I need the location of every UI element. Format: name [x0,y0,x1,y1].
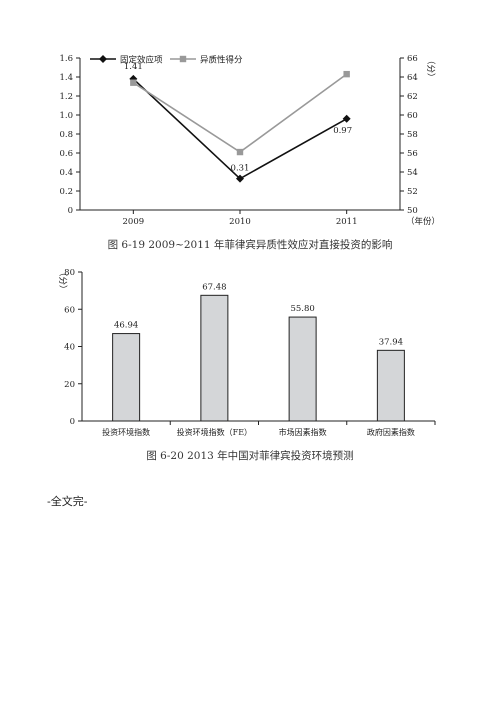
y-tick-label: 20 [64,380,75,390]
bar-value-label: 55.80 [290,304,314,314]
right-y-tick-label: 56 [407,149,418,159]
data-label: 1.41 [124,62,143,72]
bar-value-label: 67.48 [202,282,226,292]
left-y-tick-label: 0.6 [59,149,73,159]
right-y-tick-label: 62 [407,92,418,102]
x-tick-label: 2009 [123,217,145,227]
left-y-tick-label: 0.4 [59,168,73,178]
y-tick-label: 60 [64,305,75,315]
bar [288,316,317,422]
left-y-tick-label: 1.0 [59,111,73,121]
data-point-marker-square [343,70,350,78]
right-y-unit-label: （分） [425,56,436,82]
legend-marker-square [179,55,187,63]
bar [112,333,141,422]
left-y-tick-label: 1.6 [59,54,73,64]
data-label: 0.97 [333,126,352,136]
data-point-marker-square [130,79,137,86]
x-unit-label: （年份） [406,216,440,227]
left-y-tick-label: 0 [68,206,73,216]
x-tick-label: 2010 [229,217,251,227]
x-category-label: 投资环境指数（FE） [177,427,252,437]
bar-value-label: 46.94 [114,321,138,331]
figure-caption-6-19: 图 6-19 2009~2011 年菲律宾异质性效应对直接投资的影响 [107,239,393,251]
chart-investment-environment-forecast: 0 20 40 60 80（分） 46.94 投资环境指数 67.48 投资环境指数（FE） 55… [57,268,436,437]
bar-value-label: 37.94 [379,337,403,347]
bar [376,349,405,422]
left-y-tick-label: 0.2 [59,187,73,197]
right-y-tick-label: 64 [407,73,418,83]
data-label: 0.31 [231,164,250,174]
right-y-tick-label: 66 [407,54,418,64]
x-tick-label: 2011 [336,217,358,227]
right-y-tick-label: 52 [407,187,418,197]
right-y-tick-label: 54 [407,168,418,178]
data-point-marker-diamond [342,114,351,123]
y-tick-label: 80 [64,268,75,278]
figure-caption-6-20: 图 6-20 2013 年中国对菲律宾投资环境预测 [146,450,354,462]
data-point-marker-square [236,148,244,156]
right-y-tick-label: 60 [407,111,418,121]
chart-fixed-effect-vs-heterogeneity: 0 0.2 0.4 0.6 0.8 1.0 1.2 1.4 1.6 50 52 54 56 58 60 62 6… [59,54,440,227]
y-tick-label: 0 [70,417,75,427]
bar [200,294,229,422]
right-y-tick-label: 50 [407,206,418,216]
x-category-label: 投资环境指数 [102,427,150,437]
legend-entry: 固定效应项 [120,55,163,66]
y-tick-label: 40 [64,343,75,353]
y-unit-label: （分） [57,268,68,294]
legend-marker-diamond [99,55,107,63]
x-category-label: 市场因素指数 [279,427,327,437]
data-point-marker-diamond [236,174,244,183]
left-y-tick-label: 1.4 [59,73,73,83]
series-line-heterogeneity [132,73,348,154]
left-y-tick-label: 0.8 [59,130,73,140]
right-y-tick-label: 58 [407,130,418,140]
end-of-text-mark: -全文完- [47,495,88,508]
left-y-tick-label: 1.2 [59,92,73,102]
x-category-label: 政府因素指数 [367,427,415,437]
legend-entry: 异质性得分 [200,55,243,66]
